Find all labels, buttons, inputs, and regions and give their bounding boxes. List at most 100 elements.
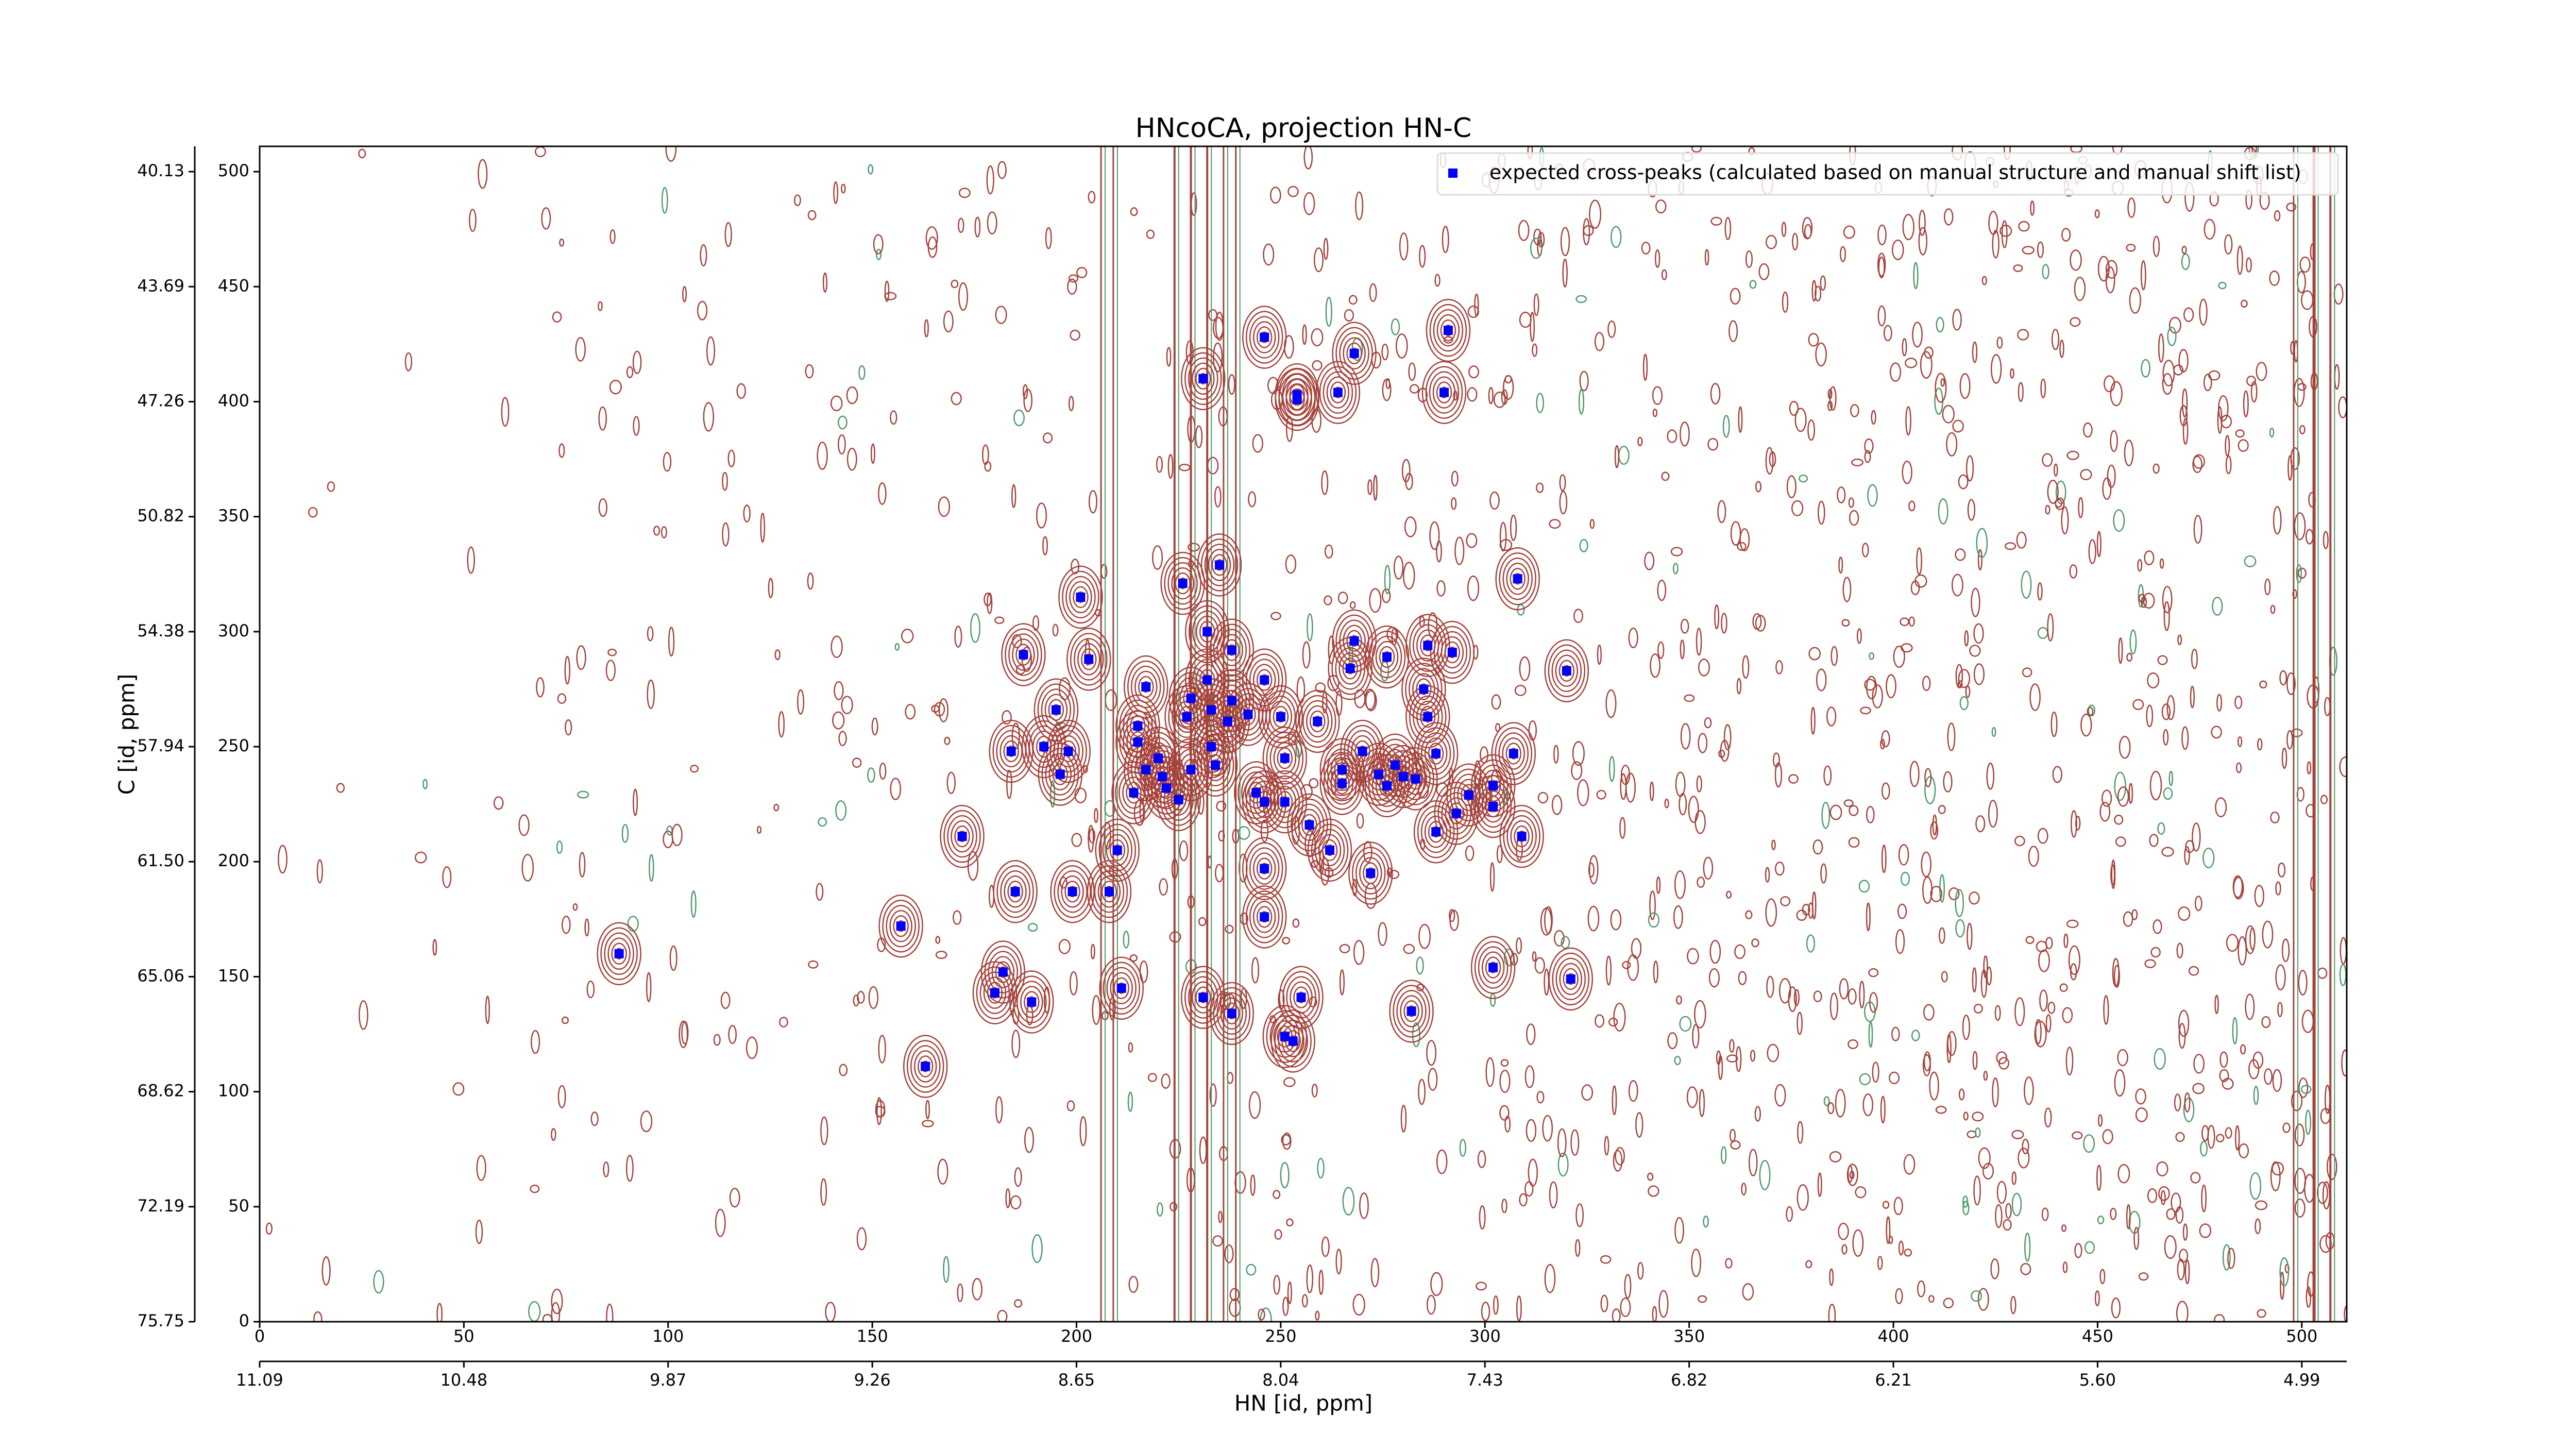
contour-line bbox=[715, 1208, 726, 1237]
y-tick-label: 250 bbox=[218, 736, 249, 755]
contour-line bbox=[1893, 645, 1905, 668]
contour-line bbox=[1739, 528, 1750, 551]
contour-line bbox=[1726, 1054, 1738, 1063]
contour-line bbox=[1252, 901, 1276, 933]
contour-line bbox=[1031, 1234, 1043, 1263]
contour-line bbox=[1691, 146, 1702, 153]
contour-line bbox=[2305, 529, 2314, 545]
contour-line bbox=[1184, 352, 1222, 406]
contour-line bbox=[774, 649, 781, 661]
contour-line bbox=[1735, 1046, 1742, 1072]
contour-line bbox=[1391, 318, 1400, 335]
contour-line bbox=[1882, 782, 1890, 800]
contour-line bbox=[1090, 865, 1128, 918]
contour-line bbox=[1103, 962, 1140, 1015]
contour-line bbox=[1849, 510, 1859, 526]
contour-line bbox=[2061, 1224, 2066, 1232]
contour-line bbox=[1048, 758, 1072, 790]
x2-tick-label: 10.48 bbox=[440, 1370, 488, 1390]
contour-line bbox=[1273, 1190, 1281, 1199]
contour-line bbox=[1983, 1070, 1988, 1081]
contour-line bbox=[2138, 1272, 2149, 1281]
contour-line bbox=[1924, 768, 1932, 787]
contour-line bbox=[984, 461, 992, 472]
contour-line bbox=[1282, 1132, 1292, 1150]
x2-tick-label: 6.82 bbox=[1671, 1370, 1707, 1390]
contour-line bbox=[1436, 1149, 1448, 1174]
contour-line bbox=[1720, 1146, 1727, 1165]
contour-line bbox=[1071, 833, 1082, 847]
contour-line bbox=[1644, 551, 1655, 570]
contour-line bbox=[1130, 207, 1138, 216]
contour-line bbox=[1349, 601, 1356, 609]
contour-line bbox=[1869, 652, 1874, 660]
contour-line bbox=[1042, 536, 1048, 555]
contour-line bbox=[600, 927, 638, 981]
contour-line bbox=[1379, 646, 1395, 668]
scatter-point bbox=[1366, 868, 1376, 878]
y-tick-label: 100 bbox=[218, 1081, 249, 1101]
y-tick-label: 150 bbox=[218, 966, 249, 985]
contour-line bbox=[1526, 1119, 1537, 1142]
contour-line bbox=[1751, 938, 1759, 948]
contour-line bbox=[1530, 312, 1535, 342]
contour-line bbox=[1097, 875, 1121, 908]
contour-line bbox=[1698, 1295, 1707, 1303]
contour-line bbox=[1905, 406, 1911, 436]
contour-line bbox=[2259, 680, 2267, 689]
contour-line bbox=[943, 810, 981, 863]
contour-line bbox=[1263, 243, 1275, 266]
contour-line bbox=[1972, 1051, 1978, 1070]
contour-line bbox=[1356, 813, 1364, 829]
contour-line bbox=[1622, 961, 1631, 969]
contour-line bbox=[313, 1311, 323, 1322]
contour-line bbox=[1514, 825, 1530, 848]
contour-line bbox=[2045, 1014, 2052, 1033]
contour-line bbox=[1203, 735, 1219, 758]
contour-line bbox=[1375, 641, 1399, 673]
contour-line bbox=[1843, 799, 1854, 807]
contour-line bbox=[1542, 1115, 1553, 1142]
contour-line bbox=[1962, 1014, 1970, 1040]
contour-line bbox=[1074, 787, 1087, 803]
contour-line bbox=[1395, 765, 1411, 788]
contour-line bbox=[1245, 890, 1283, 943]
contour-line bbox=[1352, 847, 1389, 900]
contour-line bbox=[1285, 554, 1297, 574]
contour-line bbox=[2244, 555, 2257, 567]
contour-line bbox=[2166, 1208, 2176, 1220]
scatter-point bbox=[1313, 716, 1323, 726]
contour-line bbox=[1000, 870, 1030, 913]
contour-line bbox=[1766, 975, 1774, 998]
contour-line bbox=[1470, 936, 1516, 999]
contour-line bbox=[590, 1111, 599, 1126]
contour-line bbox=[1475, 1282, 1487, 1291]
contour-line bbox=[2113, 509, 2125, 532]
contour-line bbox=[1943, 208, 1954, 226]
contour-line bbox=[807, 572, 814, 590]
contour-line bbox=[1734, 944, 1745, 959]
contour-line bbox=[682, 285, 687, 302]
contour-line bbox=[1500, 1059, 1509, 1067]
contour-line bbox=[2138, 584, 2144, 608]
contour-line bbox=[878, 482, 887, 505]
contour-line bbox=[1597, 644, 1602, 665]
contour-line bbox=[958, 282, 969, 311]
contour-line bbox=[703, 402, 715, 432]
contour-line bbox=[1861, 543, 1869, 558]
contour-line bbox=[1891, 1026, 1900, 1041]
contour-line bbox=[1842, 577, 1852, 602]
contour-line bbox=[1241, 771, 1272, 814]
contour-line bbox=[1610, 909, 1622, 931]
y2-tick-label: 57.94 bbox=[137, 736, 184, 755]
contour-line bbox=[1342, 658, 1358, 680]
contour-line bbox=[1600, 1255, 1612, 1264]
contour-line bbox=[1167, 453, 1174, 479]
scatter-point bbox=[1447, 648, 1457, 658]
contour-line bbox=[2219, 1051, 2228, 1068]
contour-line bbox=[1967, 922, 1973, 950]
contour-line bbox=[1558, 660, 1575, 682]
contour-line bbox=[2133, 1226, 2140, 1250]
contour-line bbox=[871, 717, 878, 736]
contour-line bbox=[1191, 192, 1197, 216]
